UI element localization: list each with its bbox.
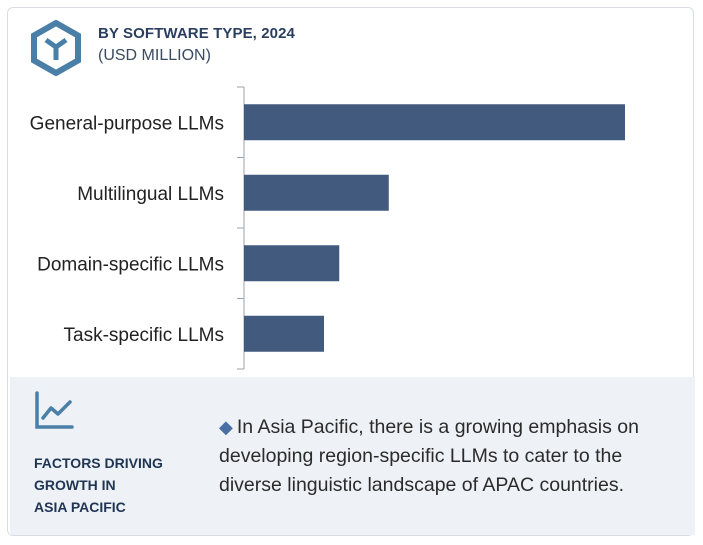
insight-panel: FACTORS DRIVING GROWTH IN ASIA PACIFIC ◆… [10, 377, 695, 535]
insight-bullet: ◆ In Asia Pacific, there is a growing emp… [219, 413, 674, 500]
hexagon-logo-icon [31, 20, 81, 76]
category-label: Task-specific LLMs [64, 325, 225, 346]
bar [244, 315, 325, 352]
category-label: Multilingual LLMs [77, 184, 224, 205]
trend-chart-icon [35, 391, 74, 429]
factors-heading-line: ASIA PACIFIC [34, 499, 126, 515]
bar [244, 174, 389, 211]
factors-heading-line: GROWTH IN [34, 477, 116, 493]
category-label: General-purpose LLMs [30, 113, 224, 134]
factors-heading: FACTORS DRIVING GROWTH IN ASIA PACIFIC [34, 452, 204, 518]
chart-title: BY SOFTWARE TYPE, 2024 [98, 25, 295, 42]
bar [244, 245, 340, 282]
bar-chart: General-purpose LLMs Multilingual LLMs Dom… [30, 86, 625, 370]
bar [244, 104, 625, 141]
insight-text: In Asia Pacific, there is a growing emph… [219, 416, 639, 496]
diamond-bullet-icon: ◆ [219, 417, 233, 437]
chart-subtitle: (USD MILLION) [98, 47, 211, 64]
category-label: Domain-specific LLMs [37, 254, 224, 275]
factors-heading-line: FACTORS DRIVING [34, 455, 163, 471]
